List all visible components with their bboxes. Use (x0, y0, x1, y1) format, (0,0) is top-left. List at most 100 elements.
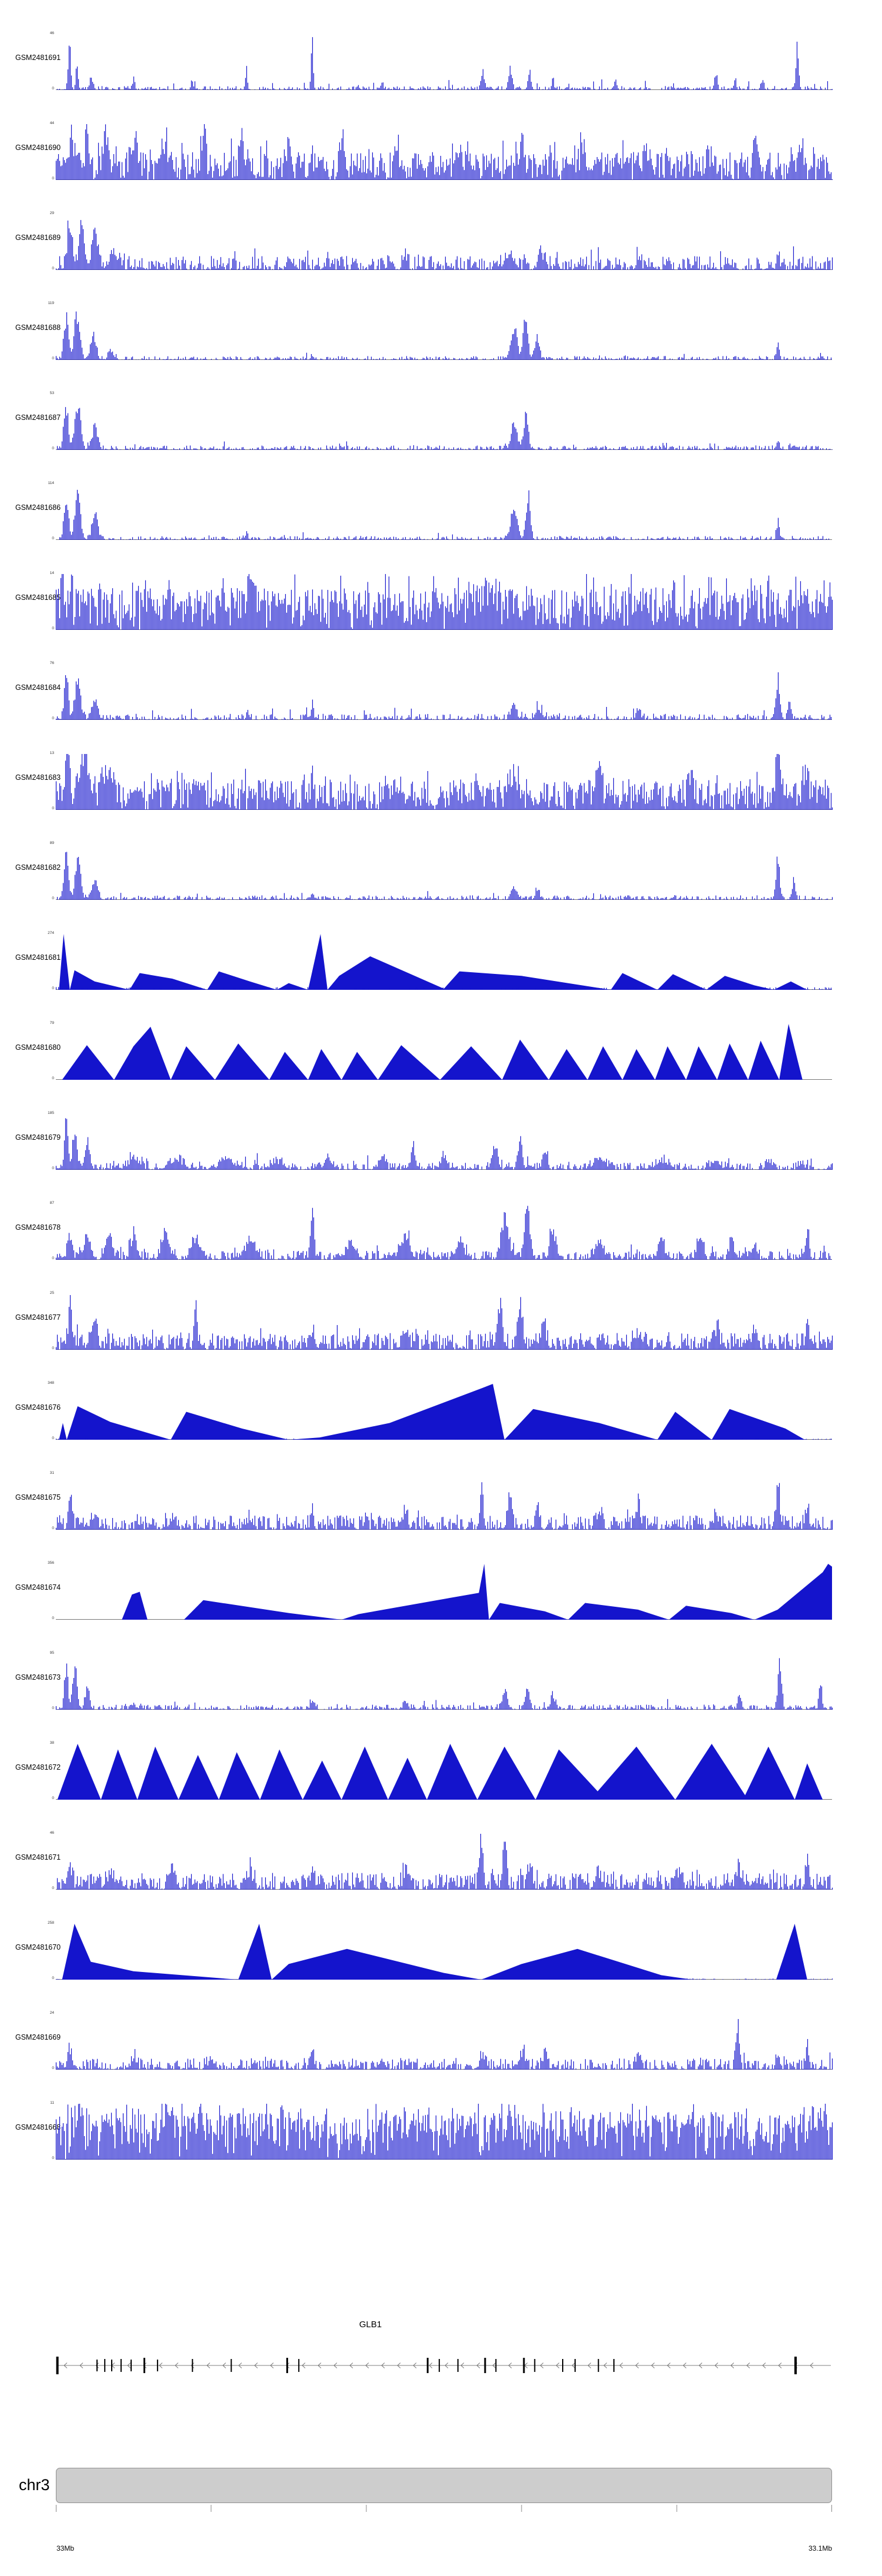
track-row: GSM2481674 356 0 (0, 1546, 882, 1636)
y-axis-max-label: 29 (49, 211, 54, 215)
signal-svg (55, 672, 832, 720)
track-row: GSM2481676 348 0 (0, 1366, 882, 1456)
y-axis-max-label: 258 (48, 1921, 54, 1925)
y-axis-zero-label: 0 (52, 2155, 54, 2160)
y-axis-zero-label: 0 (52, 1436, 54, 1440)
y-axis-zero-label: 0 (52, 1706, 54, 1710)
track-label: GSM2481682 (15, 863, 61, 872)
signal-svg (56, 37, 833, 90)
y-axis-max-label: 53 (49, 391, 54, 395)
track-label: GSM2481687 (15, 413, 61, 422)
signal-plot: 89 0 (50, 841, 833, 900)
y-axis-max-label: 46 (49, 31, 54, 35)
y-axis-zero-label: 0 (52, 896, 54, 900)
exon-mark (439, 2359, 440, 2372)
signal-plot: 258 0 (48, 1921, 833, 1980)
exon-mark (794, 2357, 797, 2374)
signal-svg (55, 1206, 832, 1260)
y-axis-zero-label: 0 (52, 1526, 54, 1530)
track-row: GSM2481673 95 0 (0, 1636, 882, 1726)
exon-mark (96, 2360, 98, 2371)
track-row: GSM2481668 11 0 (0, 2086, 882, 2176)
y-axis-max-label: 87 (49, 1201, 54, 1205)
y-axis-zero-label: 0 (52, 2066, 54, 2070)
track-row: GSM2481686 114 0 (0, 466, 882, 556)
exon-mark (286, 2358, 288, 2373)
track-label: GSM2481672 (15, 1763, 61, 1771)
signal-svg (56, 1834, 833, 1890)
signal-svg (56, 489, 832, 540)
track-label: GSM2481670 (15, 1943, 61, 1951)
signal-plot: 114 0 (48, 481, 832, 540)
y-axis-zero-label: 0 (52, 1166, 54, 1170)
signal-plot: 53 0 (50, 391, 833, 450)
exon-mark (192, 2359, 193, 2372)
exon-mark (562, 2359, 563, 2372)
track-label: GSM2481671 (15, 1853, 61, 1861)
track-label: GSM2481680 (15, 1043, 61, 1052)
signal-svg (55, 2104, 833, 2160)
track-label: GSM2481690 (15, 144, 61, 152)
signal-plot: 348 0 (48, 1381, 832, 1440)
signal-svg (56, 1564, 832, 1620)
exon-mark (298, 2359, 300, 2372)
exon-mark (426, 2358, 429, 2373)
exon-mark (457, 2359, 459, 2372)
signal-plot: 76 0 (50, 661, 832, 720)
track-label: GSM2481669 (15, 2033, 61, 2041)
signal-plot: 24 0 (50, 2011, 833, 2070)
track-label: GSM2481684 (15, 683, 61, 692)
y-axis-max-label: 44 (49, 121, 54, 125)
track-label: GSM2481691 (15, 54, 61, 62)
signal-svg (55, 1384, 832, 1440)
signal-svg (55, 1482, 833, 1530)
exon-mark (131, 2360, 132, 2371)
track-row: GSM2481678 87 0 (0, 1186, 882, 1276)
track-row: GSM2481689 29 0 (0, 196, 882, 286)
track-row: GSM2481672 38 0 (0, 1726, 882, 1816)
exon-mark (495, 2359, 497, 2372)
signal-svg (55, 1658, 833, 1710)
signal-svg (55, 754, 833, 810)
track-label: GSM2481681 (15, 953, 61, 962)
y-axis-max-label: 95 (49, 1651, 54, 1655)
exon-mark (574, 2359, 576, 2372)
track-row: GSM2481680 79 0 (0, 1006, 882, 1096)
signal-svg (55, 311, 832, 360)
exon-mark (523, 2358, 525, 2373)
y-axis-zero-label: 0 (52, 356, 54, 361)
coordinate-ruler (56, 2505, 832, 2512)
y-axis-max-label: 13 (49, 751, 54, 755)
signal-svg (55, 934, 832, 990)
exon-mark (104, 2359, 106, 2372)
y-axis-max-label: 31 (49, 1471, 54, 1475)
y-axis-max-label: 38 (49, 1741, 54, 1745)
y-axis-zero-label: 0 (52, 1886, 54, 1890)
signal-svg (55, 220, 833, 270)
y-axis-max-label: 348 (48, 1381, 54, 1385)
track-label: GSM2481679 (15, 1133, 61, 1142)
y-axis-zero-label: 0 (52, 266, 54, 271)
y-axis-zero-label: 0 (52, 1616, 54, 1620)
y-axis-max-label: 274 (48, 931, 54, 935)
exon-mark (597, 2359, 599, 2372)
y-axis-max-label: 79 (49, 1021, 54, 1025)
y-axis-max-label: 25 (49, 1291, 54, 1295)
y-axis-zero-label: 0 (52, 1976, 54, 1980)
y-axis-zero-label: 0 (52, 1346, 54, 1350)
signal-plot: 25 0 (50, 1291, 833, 1350)
track-label: GSM2481674 (15, 1583, 61, 1591)
signal-plot: 95 0 (50, 1651, 833, 1710)
track-row: GSM2481669 24 0 (0, 1996, 882, 2086)
track-row: GSM2481671 46 0 (0, 1816, 882, 1906)
chromosome-ideogram (56, 2468, 832, 2503)
coordinate-end-label: 33.1Mb (808, 2544, 832, 2552)
exon-mark (120, 2359, 122, 2372)
track-row: GSM2481681 274 0 (0, 916, 882, 1006)
y-axis-max-label: 24 (49, 2011, 54, 2015)
y-axis-zero-label: 0 (52, 1256, 54, 1260)
signal-plot: 274 0 (48, 931, 832, 990)
signal-plot: 13 0 (50, 751, 833, 810)
y-axis-zero-label: 0 (52, 176, 54, 181)
signal-plot: 87 0 (50, 1201, 832, 1260)
